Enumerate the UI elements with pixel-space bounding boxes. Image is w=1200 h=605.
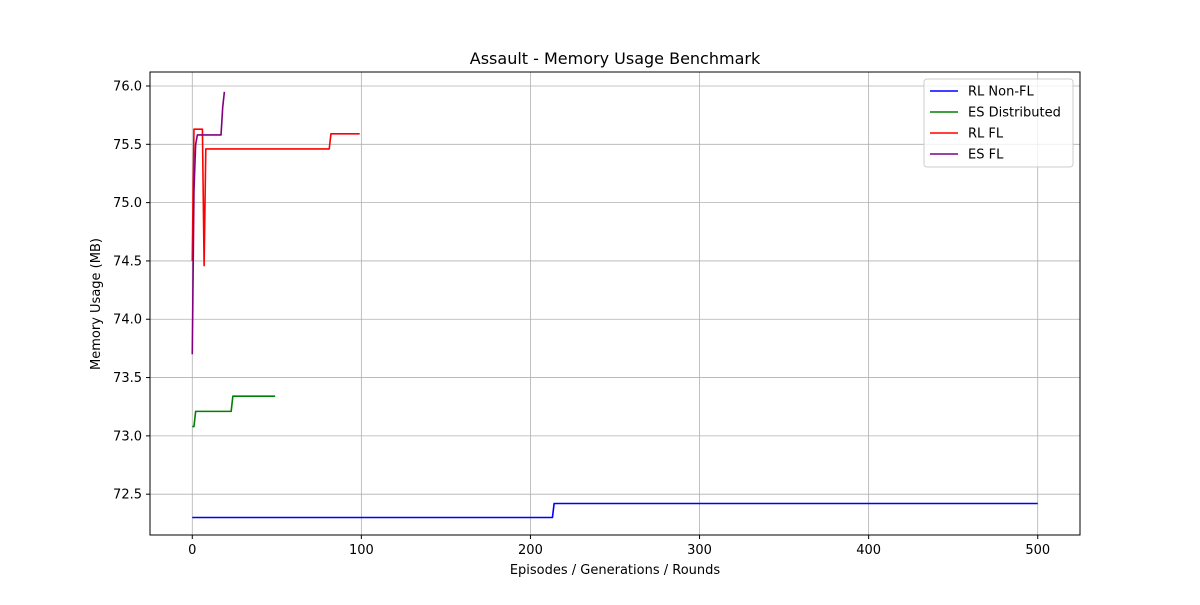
x-tick-label: 0 bbox=[188, 543, 196, 558]
series-line-rl-fl bbox=[191, 128, 360, 267]
x-tick-label: 100 bbox=[349, 543, 374, 558]
series-group bbox=[191, 91, 1038, 519]
y-tick-label: 75.5 bbox=[113, 138, 142, 153]
x-tick-label: 300 bbox=[687, 543, 712, 558]
x-tick-label: 200 bbox=[518, 543, 543, 558]
y-tick-label: 72.5 bbox=[113, 488, 142, 503]
series-line-es-distributed bbox=[192, 395, 276, 428]
y-tick-label: 76.0 bbox=[113, 79, 142, 94]
legend: RL Non-FL ES Distributed RL FL ES FL bbox=[923, 78, 1074, 168]
x-tick-label: 400 bbox=[856, 543, 881, 558]
axis-ticks: 0 100 200 300 400 500 72.5 73.0 73.5 74.0 74.5 75.0… bbox=[113, 79, 1050, 558]
series-line-rl-non-fl bbox=[192, 502, 1038, 519]
y-tick-label: 73.5 bbox=[113, 371, 142, 386]
y-tick-label: 73.0 bbox=[113, 429, 142, 444]
series-line-es-fl bbox=[191, 91, 226, 355]
legend-label: ES FL bbox=[968, 148, 1004, 163]
x-tick-label: 500 bbox=[1025, 543, 1050, 558]
plot-area-frame bbox=[149, 71, 1081, 536]
x-axis-label: Episodes / Generations / Rounds bbox=[510, 563, 721, 578]
y-axis-label: Memory Usage (MB) bbox=[89, 238, 104, 370]
legend-label: RL Non-FL bbox=[968, 85, 1034, 100]
legend-box bbox=[923, 78, 1074, 168]
y-tick-label: 74.5 bbox=[113, 254, 142, 269]
legend-label: ES Distributed bbox=[968, 106, 1061, 121]
y-tick-label: 74.0 bbox=[113, 313, 142, 328]
legend-label: RL FL bbox=[968, 127, 1004, 142]
chart-title: Assault - Memory Usage Benchmark bbox=[470, 49, 761, 68]
legend-items: RL Non-FL ES Distributed RL FL ES FL bbox=[930, 85, 1061, 163]
y-tick-label: 75.0 bbox=[113, 196, 142, 211]
